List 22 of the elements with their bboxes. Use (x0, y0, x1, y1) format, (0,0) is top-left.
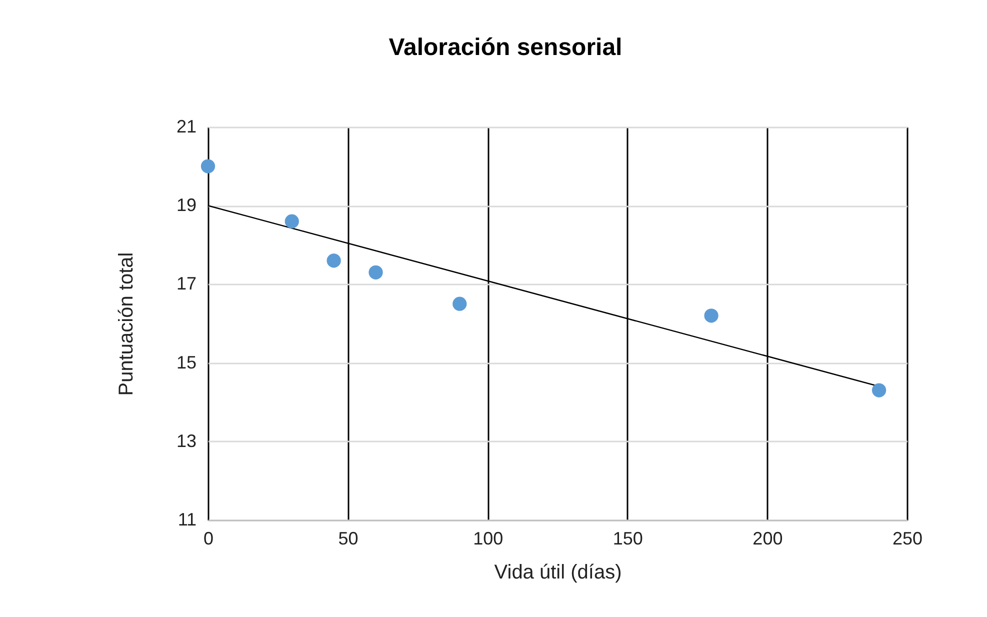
x-tick-label: 150 (612, 528, 643, 548)
x-tick-label: 50 (338, 528, 358, 548)
x-tick-label: 200 (752, 528, 783, 548)
chart-title: Valoración sensorial (388, 34, 622, 61)
point (200, 159, 216, 174)
x-tick-label: 100 (473, 528, 504, 548)
point (452, 296, 467, 311)
x-tick-label: 250 (892, 528, 923, 548)
y-tick-label: 11 (178, 510, 196, 530)
point (284, 214, 299, 228)
y-tick-label: 15 (176, 352, 196, 372)
point (704, 308, 718, 323)
y-tick-label: 13 (176, 430, 196, 451)
y-tick-label: 21 (176, 116, 196, 136)
point (326, 254, 341, 268)
y-tick-label: 19 (176, 195, 196, 216)
x-axis-title: Vida útil (días) (494, 562, 622, 584)
y-tick-label: 17 (176, 274, 196, 294)
x-tick-label: 0 (203, 528, 214, 548)
y-axis-title: Puntuación total (115, 252, 138, 396)
point (872, 383, 886, 398)
point (368, 265, 383, 280)
